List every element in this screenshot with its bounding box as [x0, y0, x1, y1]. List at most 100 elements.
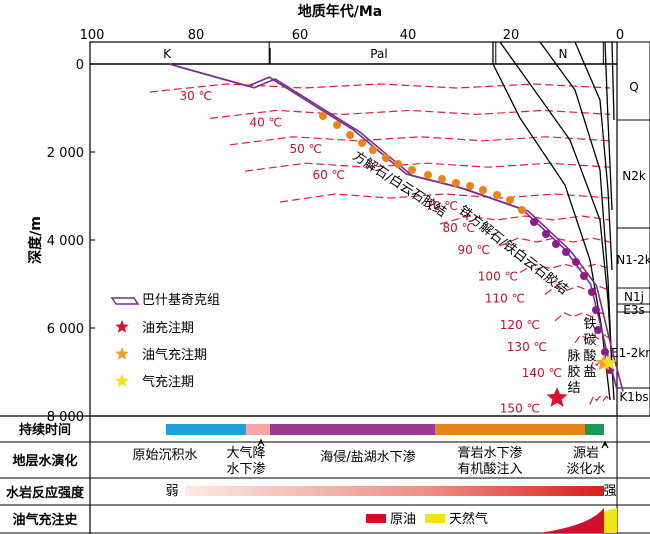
ferroan-dot [588, 288, 596, 296]
x-tick-label: 80 [188, 28, 205, 43]
ferroan-dot [542, 230, 550, 238]
water-stage-5a: 源岩 [573, 446, 599, 461]
legend-oil-star-icon [115, 320, 129, 333]
isotherm-line [554, 312, 611, 322]
legend-label: 油气充注期 [142, 347, 207, 363]
isotherm-label: 150 ℃ [500, 401, 540, 415]
gas-legend-label: 天然气 [449, 511, 488, 527]
y-tick-label: 8 000 [47, 410, 84, 425]
ferroan-dot [572, 258, 580, 266]
isotherm-line [499, 237, 611, 247]
strata-label: E3s [623, 303, 644, 317]
gas-star-icon [601, 355, 617, 370]
duration-bar [166, 424, 604, 435]
isotherm-labels: 30 ℃ 40 ℃ 50 ℃ 60 ℃ 70 ℃ 80 ℃ 90 ℃ 100 ℃ 110 ℃ 12… [179, 89, 562, 415]
isotherm-label: 60 ℃ [312, 168, 345, 182]
calcite-dot [452, 179, 460, 187]
water-stage-2b: 水下渗 [226, 462, 265, 477]
oil-legend-swatch [366, 514, 386, 523]
calcite-dot [466, 182, 474, 190]
period-label: K [163, 47, 172, 61]
water-stage-3: 海侵/盐湖水下渗 [320, 449, 415, 465]
ferroan-dot [592, 306, 600, 314]
legend-label: 巴什基奇克组 [142, 292, 220, 308]
strata-boundaries [617, 119, 650, 417]
arrow-icon [601, 440, 609, 449]
reaction-strong: 强 [603, 484, 616, 499]
isotherm-line [519, 263, 611, 273]
bashijiqike-burial-curve [168, 63, 624, 392]
formation-curve [539, 41, 613, 371]
vein-label-char: 胶 [567, 364, 580, 380]
legend-burial-swatch [110, 297, 140, 305]
cement-dots [319, 112, 614, 374]
calcite-dot [408, 166, 416, 174]
calcite-dot [358, 139, 366, 147]
strata-label: N2k [622, 169, 646, 183]
water-stage-1: 原始沉积水 [132, 448, 197, 463]
ferroan-dot [530, 218, 538, 226]
formation-curve [611, 41, 615, 121]
calcite-dot [479, 186, 487, 194]
isotherm-label: 110 ℃ [485, 291, 525, 305]
isotherm-line [209, 109, 611, 119]
y-tick-labels: 0 2 000 4 000 6 000 8 000 [47, 58, 95, 425]
calcite-dot [333, 121, 341, 129]
isotherm-line [244, 162, 611, 172]
iron-carbonate-label-char: 铁 [583, 317, 596, 332]
isotherm-line [574, 333, 611, 344]
isotherm-lines [149, 83, 611, 405]
isotherm-label: 70 ℃ [425, 199, 458, 213]
calcite-dot [319, 112, 327, 120]
ferroan-dot [580, 272, 588, 280]
isotherm-line [279, 193, 611, 203]
reaction-gradient [185, 486, 604, 496]
cement-label-vein: 脉胶结 [567, 349, 580, 396]
formation-curve [574, 41, 613, 271]
isotherm-line [149, 83, 611, 93]
isotherm-label: 120 ℃ [500, 318, 540, 332]
gas-legend-swatch [425, 514, 445, 523]
gas-charge-shape [604, 508, 617, 533]
water-stage-4a: 膏岩水下渗 [457, 445, 522, 461]
x-tick-label: 20 [503, 28, 520, 43]
legend-gas-star-icon [115, 374, 129, 387]
y-tick-label: 2 000 [47, 146, 84, 161]
charge-stars [115, 320, 617, 407]
row-label-reaction: 水岩反应强度 [6, 485, 85, 501]
formation-burial-curves [269, 41, 615, 401]
legend-oilgas-star-icon [115, 347, 129, 360]
strata-label: N1-2k [616, 253, 650, 267]
oil-star-icon [546, 387, 568, 407]
cement-label-calcite: 方解石/白云石胶结 [350, 148, 450, 220]
calcite-dot [382, 154, 390, 162]
formation-curve [604, 41, 613, 211]
calcite-dot [518, 206, 526, 214]
calcite-dot [493, 191, 501, 199]
isotherm-label: 130 ℃ [507, 340, 547, 354]
period-label: Pal [370, 47, 387, 61]
legend-label: 气充注期 [142, 374, 194, 390]
row-label-water: 地层水演化 [12, 453, 77, 469]
iron-carbonate-label-char: 碳 [583, 333, 596, 348]
period-band: K Pal N [163, 42, 604, 64]
isotherm-line [589, 395, 611, 405]
ferroan-dot [552, 240, 560, 248]
calcite-dot [506, 196, 514, 204]
isotherm-label: 50 ℃ [289, 142, 322, 156]
arrow-icon [257, 438, 265, 447]
ferroan-dot [594, 326, 602, 334]
oil-charge-shape [540, 508, 604, 533]
isotherm-line [544, 285, 611, 295]
water-stage-2a: 大气降 [226, 445, 265, 461]
vein-label-char: 结 [567, 381, 580, 396]
strata-label: E1-2km [611, 346, 650, 360]
isotherm-label: 90 ℃ [457, 243, 490, 257]
ferroan-dot [601, 348, 609, 356]
x-tick-labels: 100 80 60 40 20 0 [80, 28, 625, 43]
isotherm-line [229, 136, 611, 146]
isotherm-line [439, 215, 611, 225]
